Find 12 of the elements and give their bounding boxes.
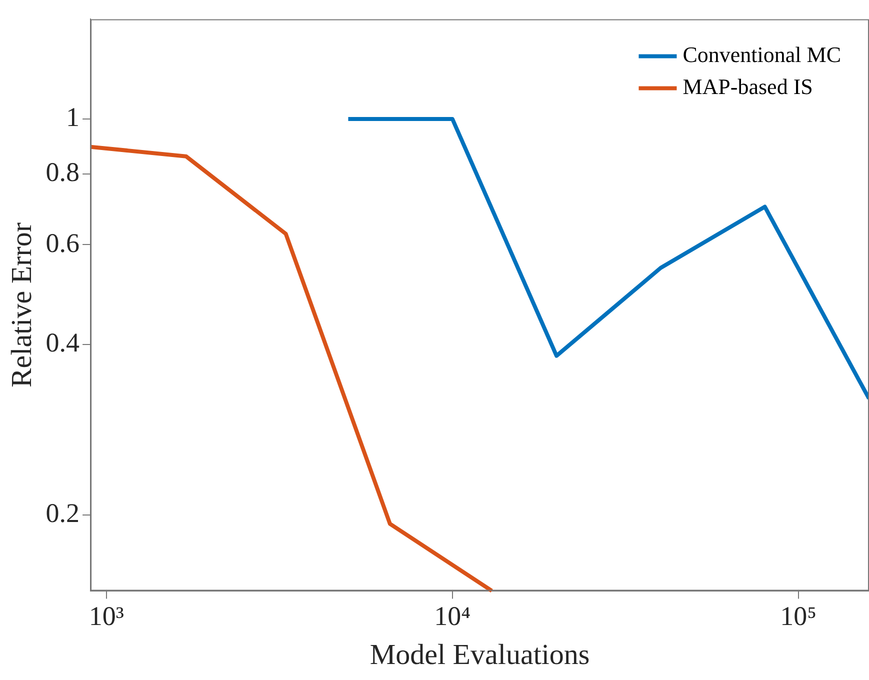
x-tick-label: 10³ [88,601,124,632]
x-tick-label: 10⁴ [434,601,471,632]
y-tick-label: 0.8 [46,156,80,187]
y-tick-label: 1 [66,102,80,132]
x-axis-title: Model Evaluations [370,639,590,672]
x-tick-label: 10⁵ [780,601,817,632]
y-tick-label: 0.2 [46,498,80,528]
legend-label: MAP-based IS [682,74,813,99]
y-tick-label: 0.6 [46,228,80,258]
y-tick-label: 0.4 [46,328,80,358]
y-axis-title: Relative Error [6,222,38,388]
legend-label: Conventional MC [682,42,842,67]
